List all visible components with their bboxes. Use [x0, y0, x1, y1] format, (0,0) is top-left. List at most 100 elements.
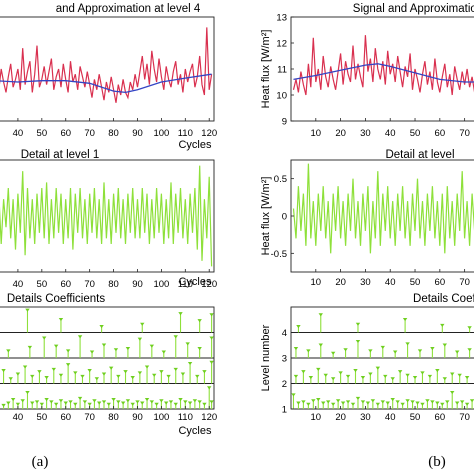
- stem-marker-l1: [345, 400, 351, 404]
- stem-marker-l1: [135, 400, 140, 404]
- panel-label-b: (b): [428, 454, 446, 470]
- stem-marker-l3: [185, 342, 190, 346]
- stem-marker-l3: [430, 347, 435, 351]
- stem-marker-l4: [402, 317, 408, 322]
- stem-marker-l1: [420, 402, 425, 406]
- x-tick-label: 70: [459, 277, 470, 288]
- stem-marker-l2: [464, 376, 470, 380]
- stem-marker-l1: [30, 401, 35, 405]
- stem-marker-l3: [318, 343, 323, 347]
- stem-marker-l1: [192, 399, 198, 403]
- x-tick-label: 60: [435, 128, 446, 139]
- series-line-2: [293, 63, 474, 83]
- series-line-1: [0, 27, 213, 103]
- stem-marker-l2: [450, 372, 455, 376]
- stem-marker-l1: [301, 400, 306, 404]
- stem-marker-l3: [467, 348, 472, 352]
- chart-title: Signal and Approximation: [353, 3, 474, 15]
- stem-marker-l2: [65, 363, 71, 367]
- stem-marker-l3: [42, 336, 47, 340]
- x-tick-label: 50: [410, 277, 421, 288]
- stem-marker-l4: [99, 325, 104, 329]
- stem-marker-l2: [353, 368, 358, 373]
- stem-marker-l1: [469, 399, 474, 403]
- stem-marker-l2: [123, 370, 128, 374]
- stem-marker-l2: [412, 376, 418, 380]
- stem-marker-l2: [22, 365, 28, 369]
- stem-marker-l1: [197, 400, 202, 404]
- stem-marker-l1: [63, 401, 68, 405]
- stem-marker-l4: [467, 326, 472, 330]
- stem-marker-l2: [159, 370, 164, 374]
- stem-marker-l4: [178, 312, 183, 316]
- x-tick-label: 50: [37, 279, 48, 290]
- chart-a2: Detail at level 1 40 50 60 70 80 90 100 110 120Cy…: [0, 149, 217, 290]
- stem-marker-l2: [397, 370, 403, 374]
- stem-marker-l3: [149, 344, 155, 348]
- stem-marker-l4: [58, 317, 64, 322]
- x-tick-label: 120: [201, 412, 217, 423]
- stem-marker-l1: [464, 402, 470, 406]
- stem-marker-l1: [125, 399, 131, 403]
- x-tick-label: 70: [84, 128, 95, 139]
- stem-marker-l1: [34, 400, 40, 404]
- stem-marker-l1: [370, 399, 376, 403]
- stem-marker-l2: [383, 374, 388, 379]
- x-tick-label: 50: [37, 412, 48, 423]
- stem-marker-l1: [116, 400, 121, 404]
- stem-marker-l3: [355, 339, 361, 344]
- x-tick-label: 50: [410, 128, 421, 139]
- x-tick-label: 40: [385, 412, 396, 423]
- stem-marker-l2: [37, 370, 42, 374]
- stem-marker-l1: [207, 386, 212, 390]
- stem-marker-l2: [202, 370, 207, 374]
- stem-marker-l1: [209, 400, 214, 404]
- stem-marker-l2: [405, 373, 410, 377]
- x-tick-label: 50: [37, 128, 48, 139]
- x-tick-label: 40: [13, 412, 24, 423]
- stem-marker-l2: [144, 365, 150, 369]
- x-tick-label: 30: [360, 277, 371, 288]
- stem-marker-l1: [415, 401, 420, 405]
- stem-marker-l2: [180, 372, 186, 376]
- x-tick-label: 100: [153, 279, 169, 290]
- stem-marker-l1: [435, 401, 440, 405]
- stem-marker-l1: [316, 398, 321, 402]
- x-tick-label: 80: [108, 279, 119, 290]
- y-tick-label: 2: [282, 379, 287, 390]
- stem-marker-l2: [308, 376, 314, 380]
- x-axis-label: Cycles: [178, 425, 212, 437]
- stem-marker-l4: [296, 325, 301, 329]
- stem-marker-l3: [405, 342, 410, 346]
- stem-marker-l2: [51, 367, 56, 372]
- stem-marker-l1: [405, 399, 410, 403]
- stem-marker-l2: [316, 367, 321, 372]
- stem-marker-l1: [149, 400, 155, 404]
- stem-marker-l1: [92, 399, 97, 403]
- x-tick-label: 70: [459, 128, 470, 139]
- stem-marker-l1: [355, 396, 361, 401]
- x-tick-label: 70: [84, 412, 95, 423]
- stem-marker-l3: [392, 350, 398, 354]
- stem-marker-l2: [420, 371, 425, 375]
- y-axis-label: Heat flux [W/m²]: [260, 177, 272, 256]
- stem-marker-l3: [197, 347, 202, 351]
- stem-marker-l4: [318, 313, 323, 317]
- stem-marker-l3: [53, 344, 59, 348]
- stem-marker-l2: [94, 377, 100, 381]
- x-tick-label: 60: [60, 412, 71, 423]
- stem-marker-l3: [161, 350, 166, 354]
- stem-marker-l1: [154, 402, 159, 406]
- stem-marker-l3: [137, 337, 143, 341]
- stem-marker-l2: [338, 371, 343, 375]
- stem-marker-l1: [68, 400, 73, 404]
- stem-marker-l1: [49, 400, 54, 404]
- stem-marker-l2: [375, 366, 381, 370]
- x-tick-label: 90: [132, 412, 143, 423]
- stem-marker-l2: [390, 377, 395, 381]
- stem-marker-l2: [15, 372, 21, 376]
- stem-marker-l1: [97, 401, 102, 405]
- chart-title: Details Coeffic: [413, 293, 474, 305]
- stem-marker-l3: [113, 348, 119, 352]
- stem-marker-l2: [330, 377, 336, 381]
